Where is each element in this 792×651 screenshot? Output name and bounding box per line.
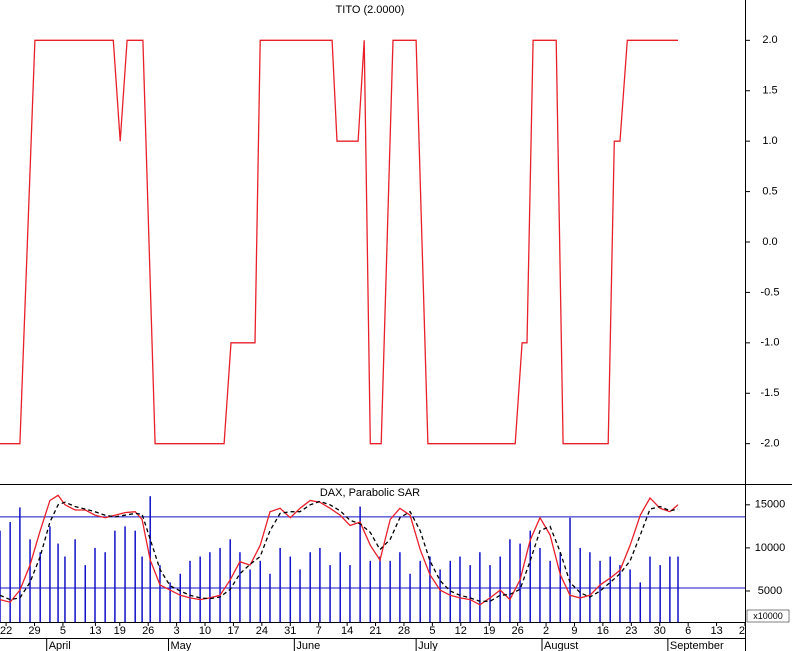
- x-tick-label: 29: [28, 625, 40, 637]
- x-tick-label: 5: [60, 625, 66, 637]
- x-tick-label: 19: [114, 625, 126, 637]
- month-label: September: [670, 640, 724, 651]
- x-tick-label: 24: [256, 625, 268, 637]
- y-tick-label: 5000: [758, 585, 782, 597]
- month-label: May: [170, 640, 191, 651]
- y-tick-label: 1.5: [762, 85, 777, 97]
- y-tick-label: 15000: [755, 499, 786, 511]
- chart-title: DAX, Parabolic SAR: [320, 487, 420, 499]
- month-label: July: [418, 640, 438, 651]
- x-tick-label: 26: [512, 625, 524, 637]
- x-tick-label: 30: [654, 625, 666, 637]
- x-tick-label: 16: [597, 625, 609, 637]
- x-tick-label: 10: [199, 625, 211, 637]
- y-tick-label: 0.5: [762, 185, 777, 197]
- y-tick-label: -0.5: [761, 286, 780, 298]
- y-tick-label: -2.0: [761, 438, 780, 450]
- scale-box: [746, 609, 790, 623]
- data-line: [0, 500, 679, 602]
- y-tick-label: -1.0: [761, 337, 780, 349]
- x-tick-label: 21: [369, 625, 381, 637]
- x-tick-label: 2: [543, 625, 549, 637]
- y-tick-label: -1.5: [761, 387, 780, 399]
- x-tick-label: 14: [341, 625, 353, 637]
- x-tick-label: 3: [174, 625, 180, 637]
- x-tick-label: 31: [284, 625, 296, 637]
- y-tick-label: 1.0: [762, 135, 777, 147]
- x-tick-label: 5: [429, 625, 435, 637]
- month-label: August: [544, 640, 578, 651]
- x-tick-label: 20: [739, 625, 751, 637]
- month-label: April: [49, 640, 71, 651]
- data-line: [0, 39, 678, 445]
- x-tick-label: 28: [398, 625, 410, 637]
- x-tick-label: 17: [227, 625, 239, 637]
- y-tick-label: 2.0: [762, 34, 777, 46]
- month-label: June: [296, 640, 320, 651]
- x-tick-label: 26: [142, 625, 154, 637]
- x-tick-label: 13: [89, 625, 101, 637]
- y-tick-label: 10000: [755, 542, 786, 554]
- x-tick-label: 13: [710, 625, 722, 637]
- chart-title: TITO (2.0000): [336, 4, 405, 16]
- plot-area: 22 29 5 13 19 26 3 10 17 24 31 7 14 21 28 5 12 19 26 2 9 16 23…: [0, 39, 751, 651]
- x-tick-label: 7: [316, 625, 322, 637]
- x-tick-label: 9: [571, 625, 577, 637]
- scale-label: x10000: [753, 611, 783, 621]
- x-tick-label: 19: [483, 625, 495, 637]
- x-tick-label: 23: [625, 625, 637, 637]
- x-tick-label: 22: [0, 625, 12, 637]
- x-tick-label: 6: [685, 625, 691, 637]
- x-tick-label: 12: [455, 625, 467, 637]
- y-tick-label: 0.0: [762, 236, 777, 248]
